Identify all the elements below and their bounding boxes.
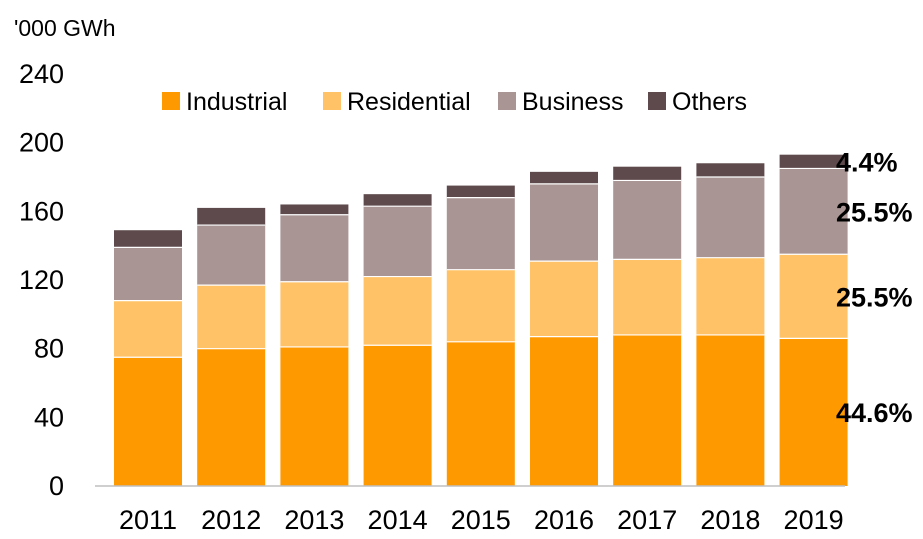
bar-others-2016: [530, 171, 598, 184]
x-tick-label: 2019: [784, 505, 844, 535]
bar-residential-2016: [530, 261, 598, 337]
bar-residential-2018: [696, 257, 765, 335]
y-tick-label: 40: [34, 402, 64, 432]
bar-residential-2013: [280, 281, 349, 347]
bar-business-2018: [696, 177, 765, 258]
y-tick-label: 0: [49, 471, 64, 501]
bar-others-2015: [446, 185, 515, 198]
bar-business-2017: [613, 180, 682, 260]
legend-label-industrial: Industrial: [186, 88, 287, 116]
legend-swatch-others: [648, 92, 666, 110]
bar-industrial-2011: [114, 357, 182, 486]
share-label-business: 25.5%: [836, 197, 913, 227]
legend-swatch-industrial: [162, 92, 180, 110]
bar-industrial-2017: [613, 334, 682, 486]
bar-business-2015: [446, 197, 515, 270]
x-tick-label: 2014: [368, 505, 428, 535]
bar-residential-2017: [613, 259, 682, 335]
bar-industrial-2019: [779, 338, 848, 486]
y-tick-label: 120: [19, 265, 64, 295]
x-tick-label: 2011: [119, 505, 177, 535]
bar-others-2019: [779, 154, 848, 169]
bar-industrial-2013: [280, 346, 349, 486]
bar-business-2012: [197, 225, 266, 286]
legend: Industrial Residential Business Others: [162, 88, 747, 116]
bars: [114, 154, 848, 486]
x-tick-label: 2018: [700, 505, 760, 535]
legend-swatch-residential: [323, 92, 341, 110]
bar-business-2014: [363, 206, 432, 277]
x-tick-label: 2013: [284, 505, 344, 535]
share-label-industrial: 44.6%: [836, 398, 913, 428]
bar-industrial-2012: [197, 348, 266, 486]
bar-industrial-2018: [696, 334, 765, 486]
x-tick-label: 2012: [201, 505, 261, 535]
x-tick-label: 2016: [534, 505, 594, 535]
legend-swatch-business: [498, 92, 516, 110]
bar-residential-2014: [363, 276, 432, 346]
x-axis-ticks: 2011 2012 2013 2014 2015 2016 2017 2018 2019: [119, 505, 844, 535]
bar-industrial-2014: [363, 345, 432, 486]
bar-industrial-2015: [446, 341, 515, 486]
y-tick-label: 200: [19, 128, 64, 158]
bar-residential-2011: [114, 300, 182, 358]
legend-label-residential: Residential: [347, 88, 471, 116]
bar-business-2016: [530, 183, 598, 262]
y-tick-label: 240: [19, 59, 64, 89]
y-tick-label: 80: [34, 334, 64, 364]
share-label-residential: 25.5%: [836, 282, 913, 312]
y-tick-label: 160: [19, 196, 64, 226]
bar-industrial-2016: [530, 336, 598, 486]
bar-others-2017: [613, 166, 682, 181]
bar-business-2011: [114, 247, 182, 301]
bar-others-2011: [114, 230, 182, 248]
bar-business-2013: [280, 214, 349, 282]
y-axis-ticks: 0 40 80 120 160 200 240: [19, 59, 64, 501]
legend-label-others: Others: [672, 88, 747, 116]
bar-others-2012: [197, 207, 266, 226]
bar-residential-2015: [446, 269, 515, 342]
bar-others-2018: [696, 163, 765, 177]
share-label-others: 4.4%: [836, 148, 898, 178]
bar-residential-2019: [779, 254, 848, 339]
bar-residential-2012: [197, 285, 266, 349]
x-tick-label: 2017: [617, 505, 677, 535]
bar-others-2013: [280, 204, 349, 215]
share-labels: 4.4% 25.5% 25.5% 44.6%: [836, 148, 913, 429]
bar-business-2019: [779, 168, 848, 255]
x-tick-label: 2015: [451, 505, 511, 535]
legend-label-business: Business: [522, 88, 623, 116]
unit-label: '000 GWh: [14, 15, 116, 41]
bar-others-2014: [363, 194, 432, 207]
